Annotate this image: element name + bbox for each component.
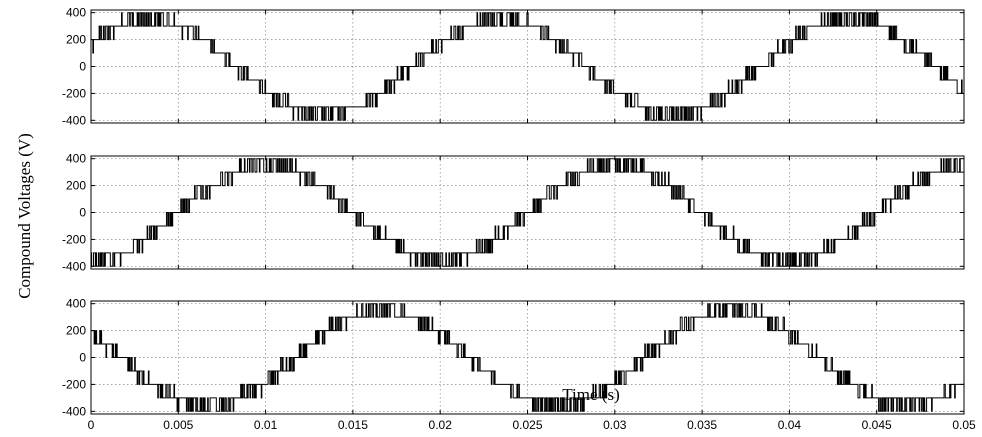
y-tick-label: 200 — [66, 179, 86, 193]
x-axis-title: Time (s) — [562, 385, 619, 404]
panel-2: 400 200 0 -200 -400 — [62, 152, 965, 273]
x-tick-label: 0.05 — [952, 418, 976, 432]
y-tick-label: -200 — [62, 377, 86, 391]
x-tick-label: 0.015 — [338, 418, 368, 432]
y-tick-label: 400 — [66, 152, 86, 166]
y-tick-label: -200 — [62, 86, 86, 100]
x-tick-label: 0.025 — [512, 418, 542, 432]
x-tick-label: 0.045 — [862, 418, 892, 432]
y-tick-label: 200 — [66, 324, 86, 338]
y-tick-label: -400 — [62, 113, 86, 127]
voltage-trace — [91, 158, 965, 267]
x-tick-label: 0.04 — [778, 418, 802, 432]
voltage-trace — [91, 303, 965, 412]
y-tick-label: 200 — [66, 33, 86, 47]
y-tick-label: 0 — [79, 60, 86, 74]
y-tick-label: 400 — [66, 6, 86, 20]
x-tick-label: 0.005 — [163, 418, 193, 432]
x-tick-label: 0.03 — [603, 418, 627, 432]
y-tick-label: 0 — [79, 206, 86, 220]
panel-1: 400 200 0 -200 -400 — [62, 6, 965, 127]
y-tick-label: 0 — [79, 351, 86, 365]
y-axis-title: Compound Voltages (V) — [15, 133, 34, 299]
voltage-trace — [91, 12, 964, 121]
y-tick-label: -400 — [62, 259, 86, 273]
y-tick-label: -200 — [62, 232, 86, 246]
y-tick-label: 400 — [66, 297, 86, 311]
x-tick-label: 0 — [88, 418, 95, 432]
y-tick-label: -400 — [62, 404, 86, 418]
x-tick-label: 0.01 — [254, 418, 278, 432]
x-tick-label: 0.02 — [429, 418, 453, 432]
x-tick-label: 0.035 — [687, 418, 717, 432]
